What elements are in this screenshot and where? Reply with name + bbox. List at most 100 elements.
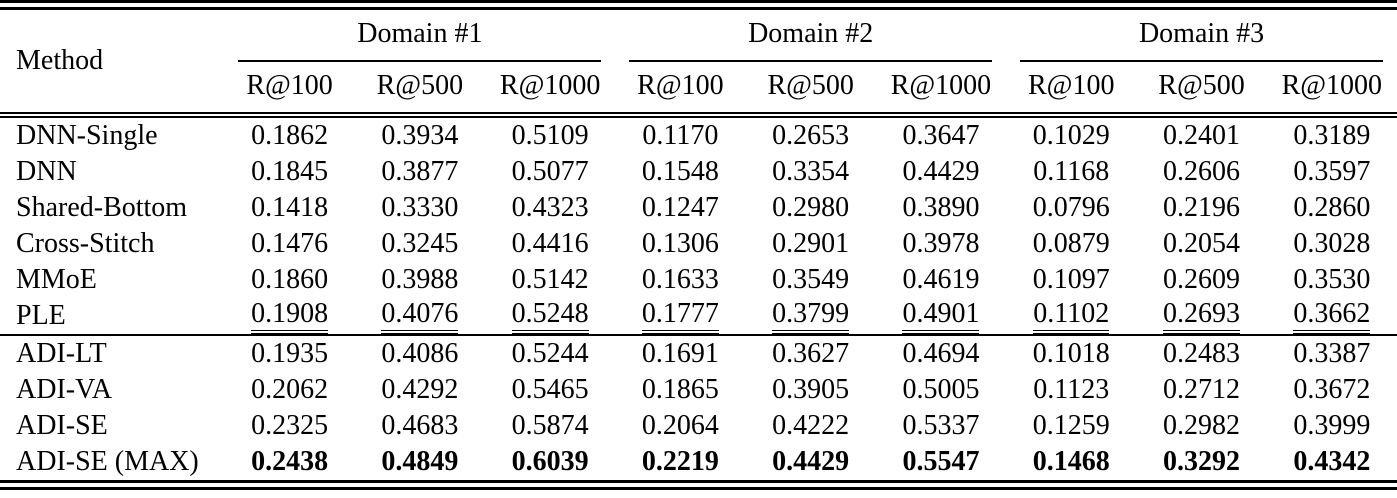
value-cell: 0.1468 — [1032, 446, 1110, 477]
value-cell: 0.3354 — [772, 156, 850, 187]
value-cell: 0.4342 — [1293, 446, 1371, 477]
double-underlined-value: 0.3662 — [1293, 299, 1371, 334]
value-cell: 0.3999 — [1293, 410, 1371, 441]
value-cell: 0.1908 — [224, 298, 354, 335]
value-cell: 0.2606 — [1163, 156, 1240, 187]
value-cell: 0.0879 — [1032, 228, 1110, 259]
value-cell: 0.1259 — [1032, 410, 1110, 441]
value-cell: 0.5142 — [511, 264, 589, 295]
value-cell: 0.1476 — [251, 228, 329, 259]
table-row: DNN-Single 0.1862 0.3934 0.5109 0.1170 0.2653… — [0, 115, 1397, 154]
domain-2-label: Domain #2 — [629, 10, 993, 62]
value-cell: 0.4694 — [875, 334, 1007, 372]
value-cell: 0.1862 — [251, 120, 329, 151]
value-cell: 0.4076 — [355, 298, 485, 335]
domain-3-header: Domain #3 — [1006, 5, 1397, 62]
value-cell: 0.3799 — [746, 298, 876, 335]
value-cell: 0.4292 — [381, 374, 459, 405]
double-underlined-value: 0.1777 — [641, 299, 719, 334]
value-cell: 0.3978 — [902, 228, 980, 259]
value-cell: 0.5109 — [511, 120, 589, 151]
value-cell: 0.1845 — [251, 156, 329, 187]
value-cell: 0.1633 — [641, 264, 719, 295]
table-row: PLE 0.1908 0.4076 0.5248 0.1777 0.3799 0.4901 0… — [0, 298, 1397, 335]
value-cell: 0.2980 — [772, 192, 850, 223]
value-cell: 0.2219 — [641, 446, 719, 477]
value-cell: 0.2860 — [1293, 192, 1371, 223]
value-cell: 0.3890 — [902, 192, 980, 223]
value-cell: 0.1123 — [1033, 374, 1110, 405]
value-cell: 0.3387 — [1266, 334, 1397, 372]
value-cell: 0.3597 — [1293, 156, 1371, 187]
value-cell: 0.5337 — [902, 410, 980, 441]
value-cell: 0.3245 — [381, 228, 459, 259]
value-cell: 0.0796 — [1032, 192, 1110, 223]
table-row: Cross-Stitch 0.1476 0.3245 0.4416 0.1306 0.29… — [0, 226, 1397, 262]
value-cell: 0.3672 — [1293, 374, 1371, 405]
value-cell: 0.3934 — [381, 120, 459, 151]
value-cell: 0.6039 — [511, 446, 589, 477]
value-cell: 0.2325 — [251, 410, 329, 441]
value-cell: 0.3292 — [1163, 446, 1240, 477]
value-cell: 0.3549 — [772, 264, 850, 295]
double-underlined-value: 0.4901 — [902, 299, 980, 334]
domain-3-label: Domain #3 — [1020, 10, 1383, 62]
method-column-header: Method — [0, 5, 225, 118]
value-cell: 0.2064 — [641, 410, 719, 441]
metric-header: R@500 — [354, 62, 485, 118]
value-cell: 0.3627 — [745, 334, 876, 372]
value-cell: 0.4619 — [902, 264, 980, 295]
value-cell: 0.1097 — [1032, 264, 1110, 295]
metric-header: R@500 — [1136, 62, 1267, 118]
method-cell: MMoE — [16, 264, 97, 295]
value-cell: 0.2693 — [1136, 298, 1266, 335]
value-cell: 0.3647 — [902, 120, 980, 151]
value-cell: 0.2982 — [1163, 410, 1240, 441]
method-cell: PLE — [16, 300, 66, 331]
value-cell: 0.1306 — [641, 228, 719, 259]
value-cell: 0.1548 — [641, 156, 719, 187]
value-cell: 0.1170 — [642, 120, 719, 151]
value-cell: 0.5874 — [511, 410, 589, 441]
value-cell: 0.4683 — [381, 410, 459, 441]
metric-header: R@100 — [1006, 62, 1137, 118]
value-cell: 0.3330 — [381, 192, 459, 223]
value-cell: 0.3662 — [1267, 298, 1397, 335]
method-cell: Cross-Stitch — [16, 228, 155, 259]
table-body: DNN-Single 0.1862 0.3934 0.5109 0.1170 0.2653… — [0, 115, 1397, 485]
table-row: ADI-LT 0.1935 0.4086 0.5244 0.1691 0.3627 0.46… — [0, 334, 1397, 372]
value-cell: 0.5248 — [485, 298, 615, 335]
double-underlined-value: 0.1908 — [251, 299, 329, 334]
value-cell: 0.4901 — [876, 298, 1006, 335]
metric-header: R@1000 — [1266, 62, 1397, 118]
domain-header-row: Method Domain #1 Domain #2 Domain #3 — [0, 5, 1397, 118]
metric-header: R@1000 — [875, 62, 1007, 118]
domain-1-header: Domain #1 — [224, 5, 615, 62]
value-cell: 0.3530 — [1293, 264, 1371, 295]
value-cell: 0.1777 — [615, 298, 745, 335]
value-cell: 0.3905 — [772, 374, 850, 405]
domain-2-header: Domain #2 — [615, 5, 1006, 62]
value-cell: 0.2401 — [1163, 120, 1240, 151]
domain-1-label: Domain #1 — [238, 10, 602, 62]
method-cell: Shared-Bottom — [16, 192, 188, 223]
value-cell: 0.1168 — [1033, 156, 1110, 187]
value-cell: 0.4429 — [902, 156, 980, 187]
double-underlined-value: 0.2693 — [1163, 299, 1240, 334]
double-underlined-value: 0.5248 — [511, 299, 589, 334]
metric-header-row: R@100 R@500 R@1000 R@100 R@500 R@1000 R@… — [0, 62, 1397, 118]
method-cell: DNN-Single — [16, 120, 158, 151]
value-cell: 0.2712 — [1163, 374, 1240, 405]
value-cell: 0.5547 — [902, 446, 980, 477]
value-cell: 0.4429 — [772, 446, 850, 477]
value-cell: 0.2653 — [772, 120, 850, 151]
value-cell: 0.1029 — [1032, 120, 1110, 151]
method-cell: DNN — [16, 156, 77, 187]
metric-header: R@100 — [224, 62, 355, 118]
value-cell: 0.1102 — [1006, 298, 1136, 335]
double-underlined-value: 0.4076 — [381, 299, 459, 334]
value-cell: 0.1018 — [1006, 334, 1137, 372]
value-cell: 0.1691 — [615, 334, 746, 372]
